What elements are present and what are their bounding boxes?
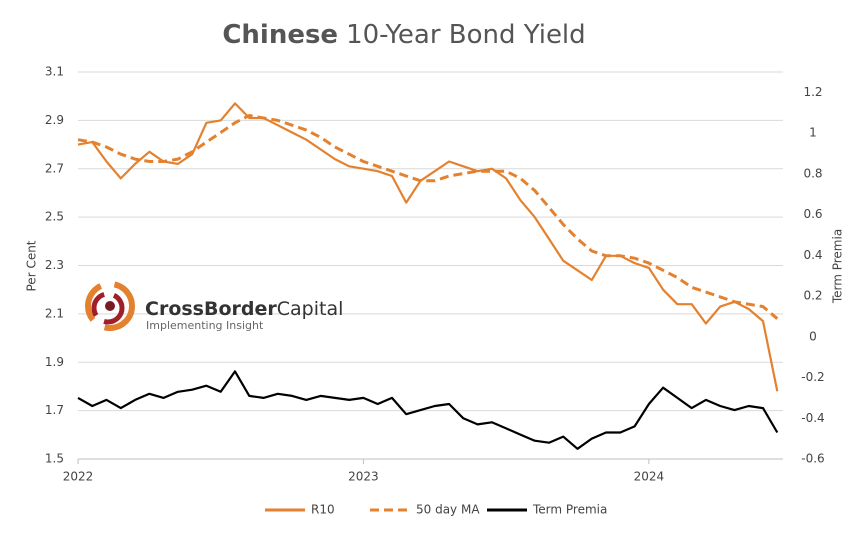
y-axis-label: Per Cent — [25, 240, 39, 291]
y2-axis-label: Term Premia — [831, 229, 845, 304]
y2-tick-label: 0.2 — [803, 289, 822, 303]
x-tick-label: 2022 — [63, 470, 94, 484]
y2-tick-label: 0 — [809, 329, 817, 343]
y-tick-label: 2.9 — [45, 113, 64, 127]
logo-name-rest: Capital — [277, 298, 344, 320]
title-bold: Chinese — [222, 20, 338, 50]
y-tick-label: 2.3 — [45, 258, 64, 272]
y2-tick-label: 0.6 — [803, 207, 822, 221]
y-tick-label: 1.9 — [45, 355, 64, 369]
chart-title: Chinese 10-Year Bond Yield — [222, 20, 585, 50]
y2-tick-label: -0.4 — [801, 411, 824, 425]
series-line — [77, 102, 779, 392]
logo-icon-outer — [85, 281, 135, 331]
y-tick-label: 1.7 — [45, 403, 64, 417]
legend-label: Term Premia — [532, 503, 607, 517]
legend-label: R10 — [311, 503, 335, 517]
y2-tick-label: -0.6 — [801, 452, 824, 466]
y-tick-label: 3.1 — [45, 65, 64, 79]
series-line — [77, 370, 779, 450]
logo-name-bold: CrossBorder — [145, 298, 277, 320]
y2-tick-label: 1 — [809, 126, 817, 140]
y2-tick-label: -0.2 — [801, 370, 824, 384]
logo-name: CrossBorderCapital — [145, 298, 343, 320]
logo: CrossBorderCapital Implementing Insight — [85, 281, 343, 332]
legend-label: 50 day MA — [416, 503, 480, 517]
x-tick-label: 2023 — [348, 470, 379, 484]
y2-tick-label: 0.8 — [803, 166, 822, 180]
logo-icon-inner — [91, 291, 125, 325]
logo-tagline: Implementing Insight — [146, 319, 264, 332]
y-tick-label: 1.5 — [45, 452, 64, 466]
x-tick-label: 2024 — [634, 470, 665, 484]
series-line — [77, 114, 779, 320]
y2-tick-label: 1.2 — [803, 85, 822, 99]
title-rest: 10-Year Bond Yield — [346, 20, 586, 50]
y-tick-label: 2.5 — [45, 210, 64, 224]
y-tick-label: 2.7 — [45, 161, 64, 175]
logo-icon-core — [105, 301, 115, 311]
y-tick-label: 2.1 — [45, 306, 64, 320]
y2-tick-label: 0.4 — [803, 248, 822, 262]
